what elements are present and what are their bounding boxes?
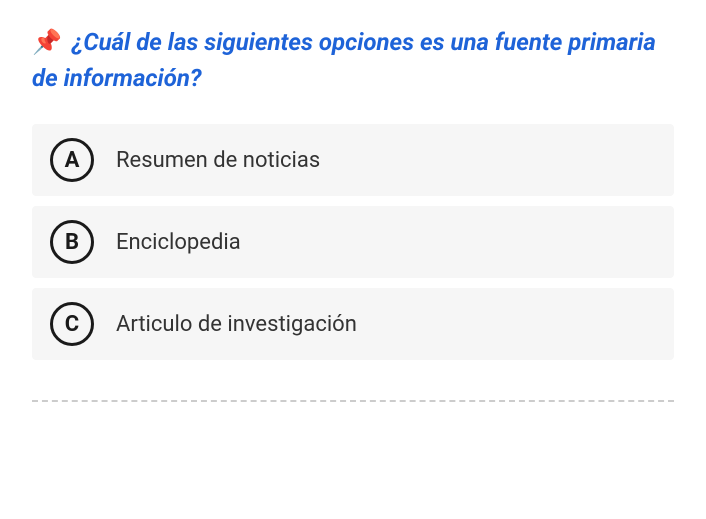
pin-icon: 📌 (32, 28, 62, 56)
option-a[interactable]: A Resumen de noticias (32, 124, 674, 196)
option-letter-c: C (50, 302, 94, 346)
option-b[interactable]: B Enciclopedia (32, 206, 674, 278)
option-text-a: Resumen de noticias (116, 148, 320, 173)
options-list: A Resumen de noticias B Enciclopedia C A… (32, 124, 674, 360)
option-text-c: Articulo de investigación (116, 312, 357, 337)
question-title: 📌 ¿Cuál de las siguientes opciones es un… (32, 24, 674, 96)
option-letter-a: A (50, 138, 94, 182)
section-divider (32, 400, 674, 402)
option-c[interactable]: C Articulo de investigación (32, 288, 674, 360)
option-letter-b: B (50, 220, 94, 264)
option-text-b: Enciclopedia (116, 230, 241, 255)
question-text: ¿Cuál de las siguientes opciones es una … (32, 28, 656, 92)
